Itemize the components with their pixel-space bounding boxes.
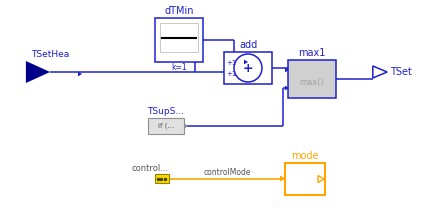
Text: TSet: TSet [389,67,411,77]
Polygon shape [285,68,289,72]
Text: mode: mode [291,151,319,161]
Text: max(): max() [300,78,324,88]
Text: k=1: k=1 [171,63,187,72]
Text: TSetHea: TSetHea [32,50,69,59]
Text: +1: +1 [226,71,236,77]
Circle shape [234,54,262,82]
Bar [285,163,325,195]
Text: if (...: if (... [158,123,174,129]
Text: add: add [239,40,257,50]
Text: +1: +1 [226,60,236,66]
Bar [155,18,203,62]
Text: max1: max1 [298,48,326,58]
Polygon shape [285,86,289,90]
Polygon shape [318,175,324,183]
Polygon shape [184,123,188,129]
Text: dTMin: dTMin [164,6,194,16]
Text: +: + [242,61,253,75]
Bar [148,118,184,134]
Text: control...: control... [131,164,168,173]
Polygon shape [280,175,285,181]
Polygon shape [26,61,50,83]
Polygon shape [373,66,387,78]
Bar [160,23,198,52]
Text: controlMode: controlMode [203,168,251,177]
Bar [155,174,169,183]
Polygon shape [244,60,248,64]
Text: TSupS...: TSupS... [147,107,184,116]
Bar [288,60,336,98]
Polygon shape [78,72,82,76]
Bar [224,52,272,84]
